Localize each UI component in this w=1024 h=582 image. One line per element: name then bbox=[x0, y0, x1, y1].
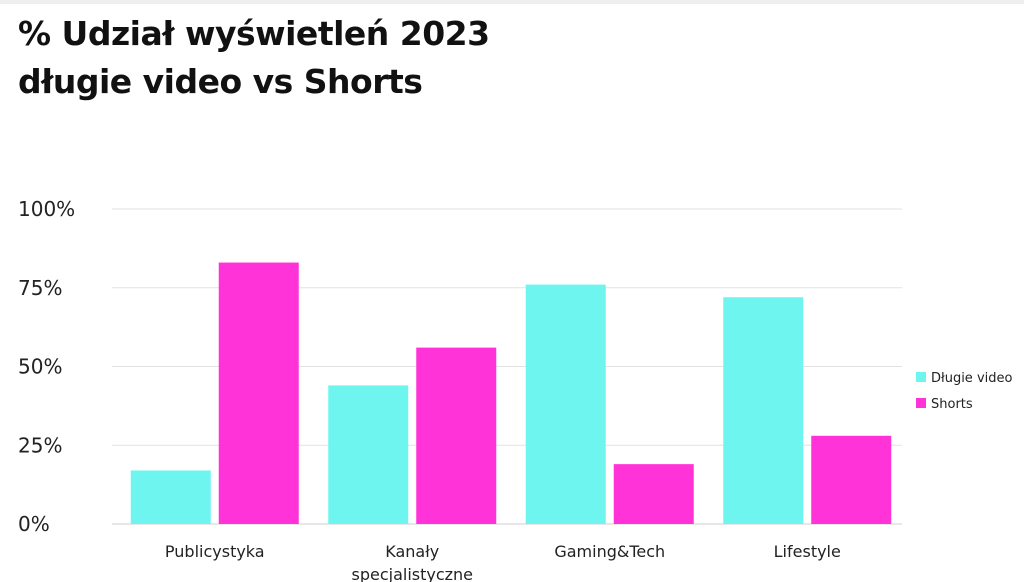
chart-title: % Udział wyświetleń 2023 bbox=[18, 14, 490, 53]
bar-shorts bbox=[613, 464, 694, 524]
bar-shorts bbox=[416, 347, 497, 524]
x-category-label: Lifestyle bbox=[774, 542, 841, 561]
y-tick-label: 100% bbox=[18, 197, 75, 221]
bar-dlugie-video bbox=[328, 385, 409, 524]
bars bbox=[130, 262, 892, 524]
bar-dlugie-video bbox=[130, 470, 211, 524]
x-axis: Publicystyka Kanały specjalistyczne Gaming&… bbox=[165, 542, 841, 582]
y-tick-label: 75% bbox=[18, 276, 62, 300]
x-category-label: Kanały specjalistyczne bbox=[351, 542, 473, 582]
y-tick-label: 25% bbox=[18, 433, 62, 457]
bar-dlugie-video bbox=[723, 297, 804, 524]
legend: Długie video Shorts bbox=[916, 371, 1012, 412]
legend-label: Długie video bbox=[931, 371, 1012, 386]
chart-title-block: % Udział wyświetleń 2023 długie video vs… bbox=[18, 10, 490, 106]
bar-dlugie-video bbox=[525, 284, 606, 524]
bar-shorts bbox=[811, 435, 892, 524]
x-category-label: Publicystyka bbox=[165, 542, 265, 561]
legend-swatch bbox=[916, 398, 926, 408]
x-category-label: Gaming&Tech bbox=[554, 542, 665, 561]
y-tick-label: 0% bbox=[18, 512, 50, 536]
legend-label: Shorts bbox=[931, 397, 973, 412]
top-border bbox=[0, 0, 1024, 4]
legend-swatch bbox=[916, 372, 926, 382]
bar-shorts bbox=[218, 262, 299, 524]
y-tick-label: 50% bbox=[18, 355, 62, 379]
chart-subtitle: długie video vs Shorts bbox=[18, 62, 423, 101]
y-axis: 0% 25% 50% 75% 100% bbox=[18, 197, 75, 536]
